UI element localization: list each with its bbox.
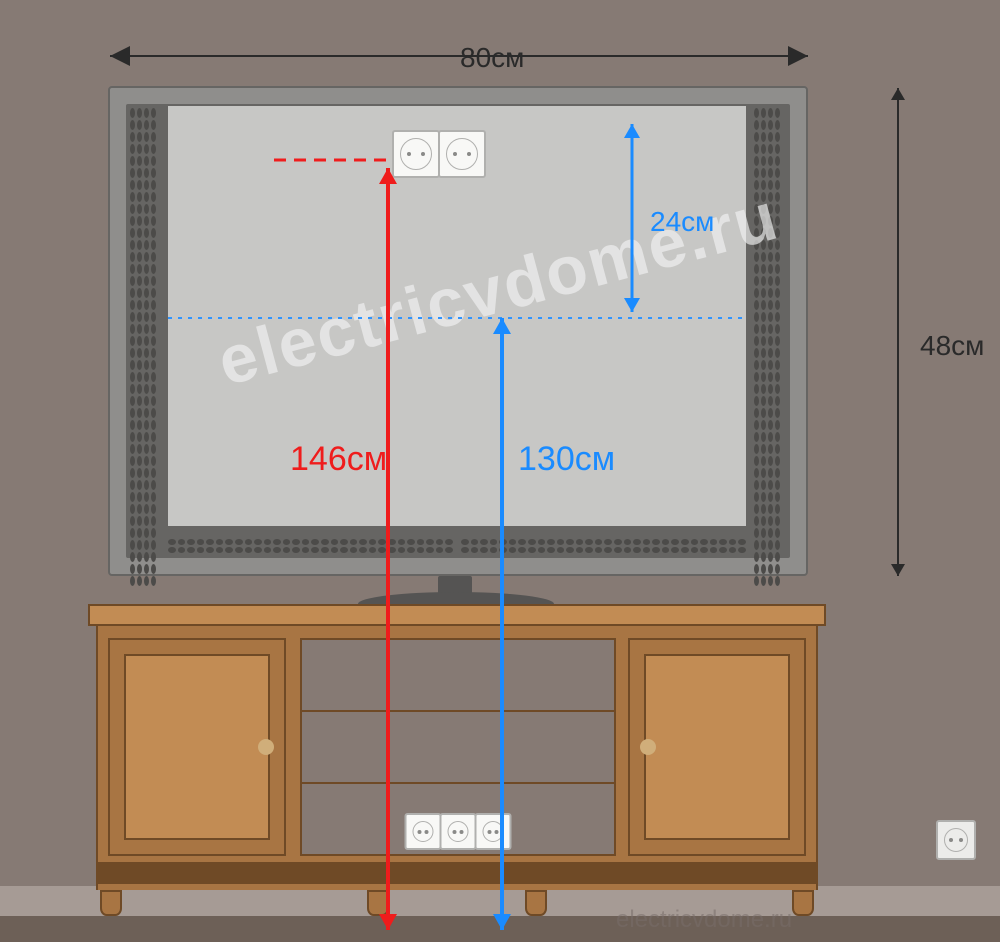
power-socket: [438, 130, 486, 178]
tv-speaker-right: [752, 106, 782, 526]
cabinet-foot: [367, 890, 389, 916]
cabinet-door-left: [108, 638, 286, 856]
sockets-lower: [405, 813, 512, 850]
tv-speaker-left: [128, 106, 158, 526]
cabinet-door-right: [628, 638, 806, 856]
cabinet-top: [88, 604, 826, 626]
pinhole: [949, 838, 953, 842]
door-knob-left: [258, 739, 274, 755]
pinhole: [959, 838, 963, 842]
cabinet-foot: [100, 890, 122, 916]
shelf: [302, 640, 614, 712]
dimension-height-48cm: 48см: [920, 330, 984, 362]
door-panel: [124, 654, 270, 840]
cabinet-open-shelves: [300, 638, 616, 856]
floor-line: [0, 916, 1000, 942]
dimension-146cm: 146см: [290, 440, 387, 479]
dimension-width-80cm: 80см: [460, 42, 524, 74]
door-knob-right: [640, 739, 656, 755]
dimension-130cm: 130см: [518, 440, 615, 479]
dimension-24cm: 24см: [650, 206, 714, 238]
baseboard: [0, 886, 1000, 916]
cabinet-plinth: [98, 862, 816, 884]
cabinet-foot: [525, 890, 547, 916]
power-socket: [405, 813, 442, 850]
tv-cabinet: [96, 604, 818, 890]
door-panel: [644, 654, 790, 840]
shelf-bottom: [302, 784, 614, 854]
power-socket: [475, 813, 512, 850]
sockets-behind-tv: [392, 130, 486, 178]
power-socket: [440, 813, 477, 850]
source-url-footer: electricvdome.ru: [616, 906, 792, 934]
wall-socket-right: [936, 820, 976, 860]
cabinet-foot: [792, 890, 814, 916]
power-socket: [392, 130, 440, 178]
shelf: [302, 712, 614, 784]
socket-face: [944, 828, 968, 852]
tv-bottom-grill: [168, 536, 746, 558]
